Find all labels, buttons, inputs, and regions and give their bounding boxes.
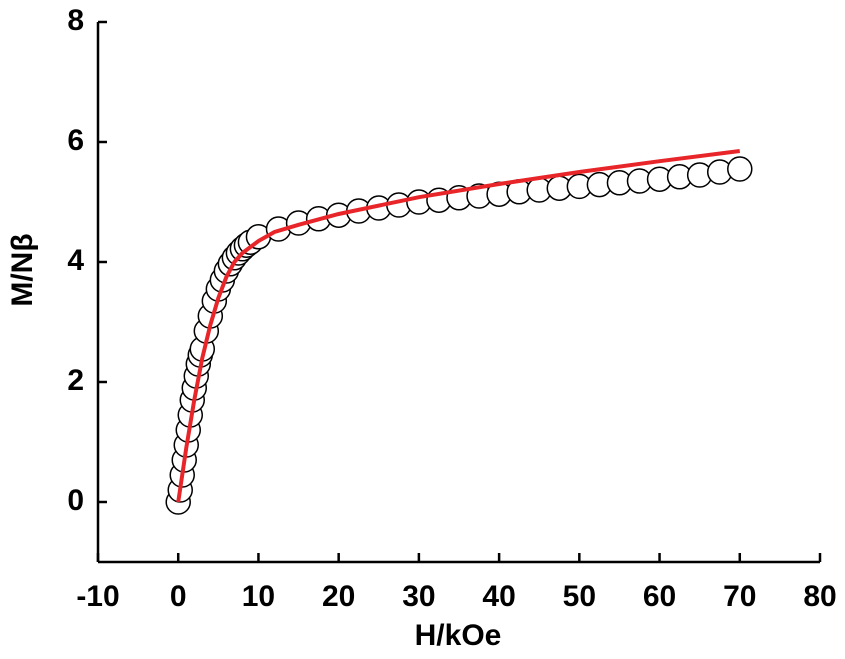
x-tick-label: 50 (563, 580, 596, 613)
x-tick-label: 10 (242, 580, 275, 613)
x-tick-label: 20 (322, 580, 355, 613)
x-tick-label: 70 (723, 580, 756, 613)
x-tick-label: 30 (402, 580, 435, 613)
fit-line (176, 149, 741, 503)
x-tick-label: 80 (803, 580, 836, 613)
data-point (727, 156, 753, 182)
x-tick-label: 60 (643, 580, 676, 613)
x-axis-title: H/kOe (415, 619, 502, 652)
y-tick-label: 8 (67, 4, 84, 37)
y-tick-label: 2 (67, 364, 84, 397)
y-tick-label: 0 (67, 484, 84, 517)
y-tick-label: 6 (67, 124, 84, 157)
x-tick-label: 40 (482, 580, 515, 613)
y-tick-label: 4 (67, 244, 84, 277)
x-tick-label: -10 (76, 580, 119, 613)
x-tick-label: 0 (170, 580, 187, 613)
y-axis-title: M/Nβ (6, 233, 39, 306)
